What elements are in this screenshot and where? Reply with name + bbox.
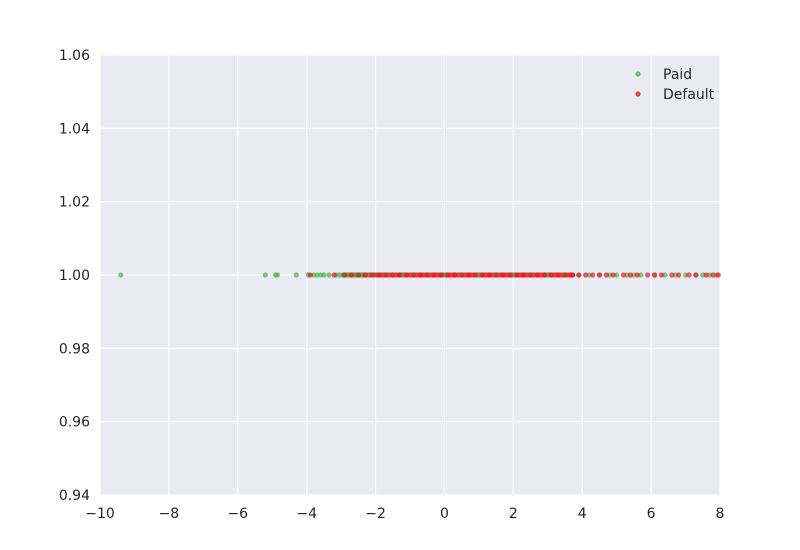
default-point <box>534 272 541 278</box>
x-tick-label: −6 <box>227 506 248 522</box>
x-tick-label: −8 <box>159 506 180 522</box>
default-point <box>541 272 547 278</box>
default-point <box>527 272 534 278</box>
default-point <box>390 272 396 278</box>
paid-point <box>274 272 280 278</box>
default-point <box>397 272 403 278</box>
paid-point <box>118 272 124 278</box>
default-point <box>362 272 368 278</box>
legend-default-marker <box>635 91 641 97</box>
x-tick-label: 0 <box>440 506 449 522</box>
default-point <box>479 272 485 278</box>
default-point <box>459 272 465 278</box>
data-points <box>118 272 721 278</box>
default-point <box>569 272 575 278</box>
x-axis-ticks: −10 −8 −6 −4 −2 0 2 4 6 8 <box>85 506 724 522</box>
default-point <box>431 272 437 278</box>
default-point <box>331 272 337 278</box>
paid-point <box>326 272 332 278</box>
legend-paid-marker <box>635 71 641 77</box>
default-point <box>507 272 513 278</box>
default-point <box>341 272 348 278</box>
x-tick-label: 4 <box>578 506 587 522</box>
default-point <box>424 272 430 278</box>
default-point <box>376 272 382 278</box>
default-point <box>589 272 596 278</box>
x-tick-label: 8 <box>716 506 725 522</box>
y-tick-label: 0.94 <box>59 488 90 504</box>
default-point <box>620 272 627 278</box>
dense-point-bands <box>341 272 576 278</box>
x-tick-label: −10 <box>85 506 115 522</box>
default-point <box>651 272 658 278</box>
legend-paid-label: Paid <box>663 67 692 83</box>
y-tick-label: 1.00 <box>59 268 90 284</box>
default-point <box>703 272 709 278</box>
x-tick-label: 6 <box>647 506 656 522</box>
default-point <box>715 272 721 278</box>
default-point <box>369 272 375 278</box>
default-point <box>486 272 492 278</box>
default-point <box>645 272 651 278</box>
default-point <box>493 272 499 278</box>
default-point <box>410 272 417 278</box>
paid-point <box>321 272 327 278</box>
default-point <box>576 272 582 278</box>
y-tick-label: 0.96 <box>59 415 90 431</box>
y-tick-label: 0.98 <box>59 341 90 357</box>
legend-default-label: Default <box>663 87 715 103</box>
default-point <box>676 272 682 278</box>
default-point <box>472 272 479 278</box>
x-tick-label: 2 <box>509 506 518 522</box>
default-point <box>307 272 313 278</box>
default-point <box>348 272 355 278</box>
default-point <box>627 272 634 278</box>
default-point <box>693 272 699 278</box>
y-tick-label: 1.06 <box>59 48 90 64</box>
default-point <box>634 272 640 278</box>
y-tick-label: 1.02 <box>59 195 90 211</box>
y-tick-label: 1.04 <box>59 121 90 137</box>
legend: Paid Default <box>635 67 715 103</box>
default-point <box>562 272 568 278</box>
default-point <box>583 272 589 278</box>
default-point <box>521 272 527 278</box>
paid-point <box>293 272 299 278</box>
default-point <box>383 272 389 278</box>
default-point <box>710 272 716 278</box>
x-tick-label: −4 <box>296 506 317 522</box>
default-point <box>465 272 472 278</box>
y-axis-ticks: 0.94 0.96 0.98 1.00 1.02 1.04 1.06 <box>59 48 90 504</box>
default-point <box>438 272 444 278</box>
default-point <box>658 272 665 278</box>
default-point <box>596 272 603 278</box>
default-point <box>603 272 609 278</box>
default-point <box>555 272 561 278</box>
x-tick-label: −2 <box>365 506 386 522</box>
default-point <box>548 272 554 278</box>
default-point <box>452 272 458 278</box>
default-point <box>355 272 361 278</box>
default-point <box>610 272 616 278</box>
default-point <box>669 272 675 278</box>
default-point <box>514 272 520 278</box>
default-point <box>686 272 692 278</box>
default-point <box>417 272 423 278</box>
default-point <box>500 272 506 278</box>
default-point <box>445 272 451 278</box>
paid-point <box>262 272 268 278</box>
default-point <box>403 272 410 278</box>
